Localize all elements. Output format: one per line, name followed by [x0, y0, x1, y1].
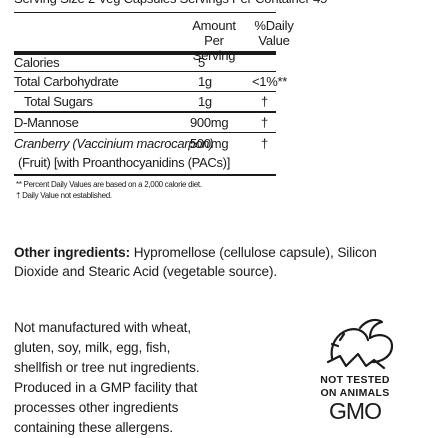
daily-value-header: %Daily Value [254, 18, 294, 48]
rabbit-icon [326, 318, 394, 370]
allergen-statement: Not manufactured with wheat, gluten, soy… [14, 320, 200, 435]
gmo-logo: GMO [329, 398, 382, 424]
cranberry-subtext: (Fruit) [with Proanthocyanidins (PACs)] [18, 155, 231, 170]
on-animals-line: ON ANIMALS [320, 387, 390, 399]
other-ingredients-text: Hypromellose (cellulose capsule), Silico… [14, 245, 377, 279]
facts-row-d-mannose: D-Mannose 900mg † [14, 115, 268, 130]
not-tested-line: NOT TESTED [320, 374, 390, 386]
thick-rule [14, 51, 276, 55]
facts-row-total-sugars: Total Sugars 1g † [24, 94, 268, 109]
row-divider [14, 91, 276, 92]
facts-row-calories: Calories 5 [14, 55, 205, 70]
cruelty-free-badge: NOT TESTED ON ANIMALS GMO [300, 316, 410, 426]
row-divider [14, 132, 276, 133]
footnote-dv-not-established: † Daily Value not established. [16, 191, 112, 200]
facts-row-cranberry: Cranberry (Vaccinium macrocarpon) 500mg … [14, 136, 268, 151]
other-ingredients-label: Other ingredients: [14, 245, 131, 260]
row-divider [14, 174, 276, 176]
row-divider [14, 71, 276, 72]
header-rule [14, 12, 276, 13]
footnote-percent-dv: ** Percent Daily Values are based on a 2… [16, 180, 202, 189]
other-ingredients: Other ingredients: Hypromellose (cellulo… [14, 243, 424, 281]
facts-row-total-carbohydrate: Total Carbohydrate 1g <1%** [14, 74, 287, 89]
serving-size-header: Serving Size 2 Veg Capsules Servings Per… [14, 0, 327, 15]
row-divider [14, 111, 276, 113]
